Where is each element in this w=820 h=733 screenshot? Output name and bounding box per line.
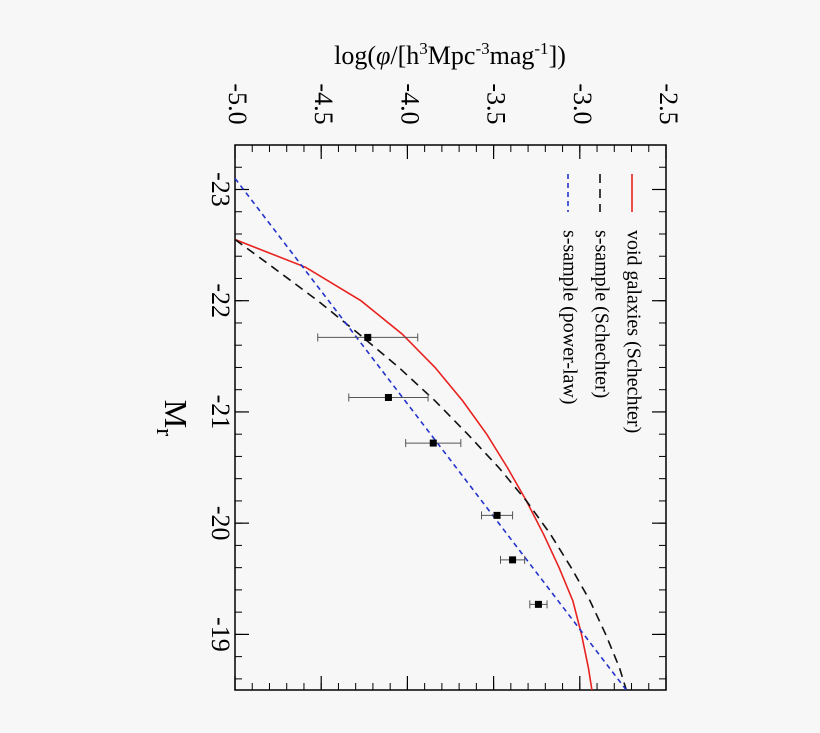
y-axis-title-part: 3 [419, 39, 428, 58]
y-tick-label: -3.0 [568, 83, 597, 124]
x-tick-label: -22 [206, 283, 235, 318]
x-tick-label: -23 [206, 172, 235, 207]
plot-frame [234, 144, 667, 691]
legend-label-1: void galaxies (Schechter) [622, 230, 644, 433]
y-axis-title-part: mag [490, 41, 535, 70]
data-point [534, 600, 542, 608]
data-points [317, 333, 548, 609]
series-line-2 [234, 238, 628, 691]
data-point [384, 393, 392, 401]
legend-label-3: s-sample (power-law) [558, 230, 580, 405]
y-axis-title: log(φ/[h3Mpc-3mag-1]) [334, 39, 566, 70]
data-point [429, 439, 437, 447]
y-axis-title-part: Mpc [428, 41, 476, 70]
y-tick-label: -5.0 [223, 83, 252, 124]
y-axis-title-part: /[h [390, 41, 419, 70]
y-axis-title-part: -1 [534, 39, 548, 58]
series-line-1 [234, 238, 593, 691]
y-axis-title-part: log( [334, 41, 376, 70]
legend: void galaxies (Schechter) s-sample (Schec… [558, 174, 644, 433]
data-point [493, 511, 501, 519]
legend-label-2: s-sample (Schechter) [590, 230, 612, 398]
y-axis-title-part: ]) [549, 41, 566, 70]
y-tick-label: -3.5 [482, 83, 511, 124]
tick-labels: -5.0 -4.5 -4.0 -3.5 -3.0 -2.5 -23 -22 -21 -20 -19 [206, 83, 683, 651]
x-tick-label: -20 [206, 506, 235, 541]
series-curves [234, 177, 628, 691]
tick-marks [234, 144, 667, 690]
x-tick-label: -19 [206, 617, 235, 652]
y-tick-label: -2.5 [654, 83, 683, 124]
data-point [364, 333, 372, 341]
x-tick-label: -21 [206, 395, 235, 430]
data-point [509, 556, 517, 564]
y-tick-label: -4.0 [395, 83, 424, 124]
y-tick-label: -4.5 [309, 83, 338, 124]
y-axis-title-part: φ [376, 41, 390, 70]
x-axis-title: Mr [151, 400, 194, 436]
y-axis-title-part: -3 [475, 39, 489, 58]
